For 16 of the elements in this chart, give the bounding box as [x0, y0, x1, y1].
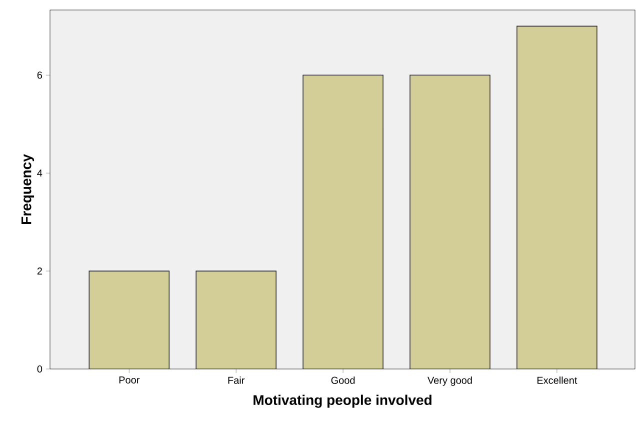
bar — [196, 271, 276, 369]
y-tick-label: 6 — [37, 72, 42, 79]
y-tick-label: 0 — [37, 365, 42, 373]
x-tick-label: Good — [331, 376, 355, 384]
x-tick-label: Fair — [228, 376, 245, 384]
bar — [410, 74, 490, 369]
x-tick-label: Excellent — [537, 376, 578, 384]
x-axis-title: Motivating people involved — [254, 394, 432, 408]
bar — [88, 270, 170, 369]
x-tick-label: Very good — [428, 376, 472, 386]
y-tick-label: 2 — [37, 268, 42, 275]
x-tick-label: Poor — [119, 376, 140, 384]
y-axis-title: Frequency — [22, 154, 34, 224]
y-tick-label: 4 — [37, 170, 42, 177]
bar — [302, 74, 384, 369]
bar — [516, 26, 598, 369]
